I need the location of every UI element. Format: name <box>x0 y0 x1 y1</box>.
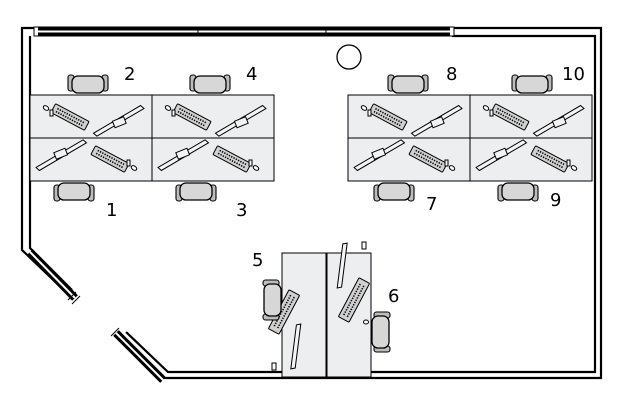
left-window <box>27 249 81 305</box>
chair <box>371 311 391 353</box>
workstation-number: 1 <box>106 200 117 221</box>
chair <box>497 182 539 202</box>
workstation-cluster-right <box>347 74 593 202</box>
chair <box>175 182 217 202</box>
bottom-left-window <box>110 327 166 383</box>
workstation-number: 5 <box>252 250 263 271</box>
chair <box>387 74 429 94</box>
chair <box>53 182 95 202</box>
chair <box>511 74 553 94</box>
workstation-cluster-center <box>262 241 391 378</box>
pillar <box>336 44 362 70</box>
workstation-cluster-left <box>29 74 275 202</box>
workstation-number: 2 <box>124 64 135 85</box>
chair <box>67 74 109 94</box>
workstation-number: 9 <box>550 190 561 211</box>
chair <box>373 182 415 202</box>
top-window <box>33 26 455 37</box>
inner-wall-bottom <box>125 34 597 374</box>
workstation-number: 10 <box>562 64 585 85</box>
workstation-number: 6 <box>388 286 399 307</box>
chair <box>262 279 282 321</box>
workstation-number: 8 <box>446 64 457 85</box>
workstation-number: 3 <box>236 200 247 221</box>
workstation-number: 4 <box>246 64 257 85</box>
workstation-number: 7 <box>426 194 437 215</box>
chair <box>189 74 231 94</box>
